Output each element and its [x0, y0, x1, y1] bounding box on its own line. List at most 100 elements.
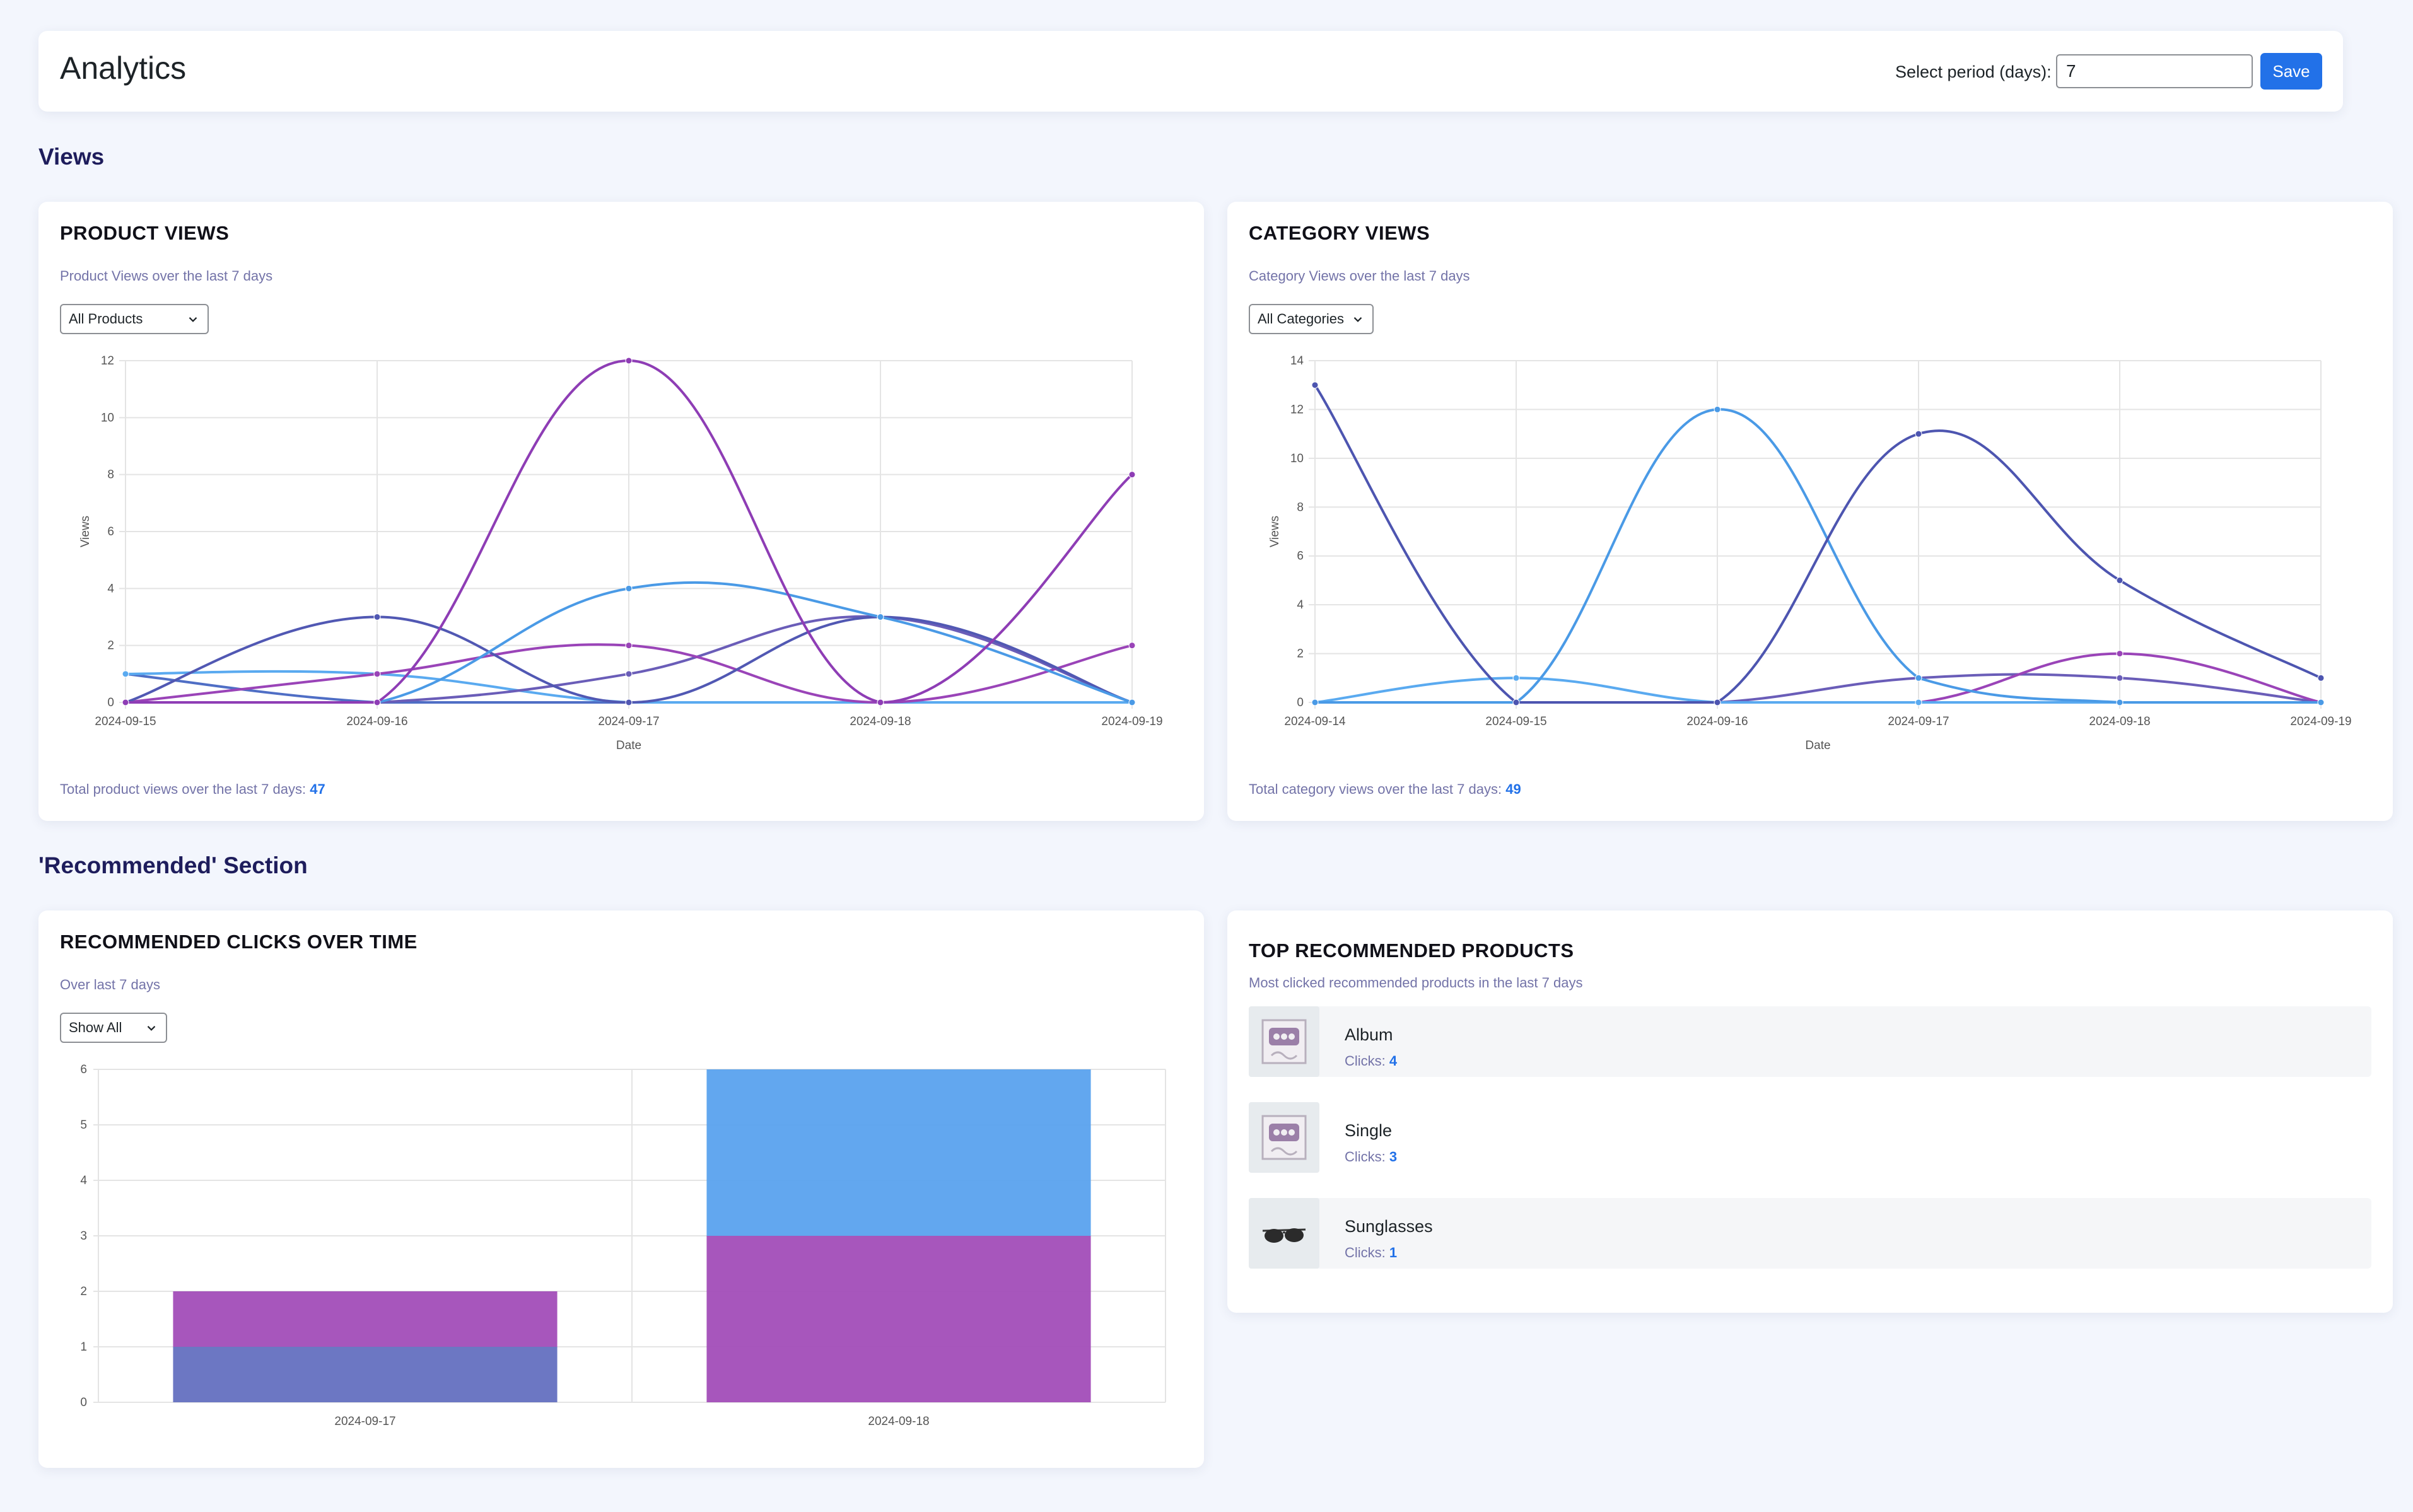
recommended-filter-select[interactable]: Show All: [60, 1013, 167, 1043]
product-thumbnail: [1249, 1198, 1319, 1269]
product-clicks: Clicks: 3: [1345, 1149, 1397, 1165]
views-section-heading: Views: [38, 144, 105, 170]
product-row[interactable]: Sunglasses Clicks: 1: [1249, 1198, 2371, 1269]
y-tick-label: 4: [80, 1174, 87, 1187]
y-tick-label: 6: [1297, 550, 1304, 563]
product-row[interactable]: Single Clicks: 3: [1249, 1102, 2371, 1173]
y-tick-label: 12: [101, 354, 114, 368]
x-tick-label: 2024-09-18: [868, 1415, 929, 1428]
product-views-card: PRODUCT VIEWS Product Views over the las…: [38, 202, 1204, 821]
x-tick-label: 2024-09-19: [2290, 715, 2351, 728]
data-point: [1714, 699, 1721, 706]
clicks-count: 4: [1389, 1053, 1398, 1069]
y-tick-label: 4: [107, 582, 114, 595]
series-line: [1315, 673, 2322, 704]
x-axis-title: Date: [616, 739, 641, 752]
woo-placeholder-icon: [1261, 1115, 1307, 1160]
category-views-subtitle: Category Views over the last 7 days: [1249, 268, 1470, 284]
clicks-count: 1: [1389, 1245, 1398, 1260]
x-tick-label: 2024-09-16: [1686, 715, 1748, 728]
header-card: Analytics Select period (days): Save: [38, 31, 2343, 112]
product-views-total-label: Total product views over the last 7 days…: [60, 781, 307, 797]
period-input[interactable]: [2056, 54, 2253, 88]
data-point: [1512, 674, 1520, 682]
product-name: Sunglasses: [1345, 1217, 1433, 1236]
data-point: [373, 670, 381, 678]
sunglasses-icon: [1262, 1228, 1306, 1243]
category-views-chart: 0 2 4 6 8 10 12 14 2024-09-14 2024-09-15 2024-09-1…: [1268, 354, 2352, 752]
product-views-total: Total product views over the last 7 days…: [60, 781, 325, 798]
data-point: [877, 699, 884, 706]
series-line: [126, 359, 1133, 704]
category-views-title: CATEGORY VIEWS: [1249, 222, 1430, 244]
data-point: [625, 699, 633, 706]
product-views-chart: 0 2 4 6 8 10 12 2024-09-15 2024-09-16 2024-09-17 2…: [79, 354, 1163, 752]
y-tick-label: 8: [1297, 501, 1304, 514]
y-tick-label: 6: [80, 1063, 87, 1076]
data-point: [373, 699, 381, 706]
clicks-label: Clicks:: [1345, 1053, 1386, 1069]
y-axis-title: Views: [1268, 516, 1282, 547]
category-filter-select[interactable]: All Categories: [1249, 304, 1374, 334]
y-tick-label: 2: [1297, 648, 1304, 661]
bar-segment: [173, 1291, 558, 1347]
y-tick-label: 12: [1290, 403, 1304, 416]
data-point: [2317, 699, 2325, 706]
y-tick-label: 5: [80, 1119, 87, 1132]
clicks-count: 3: [1389, 1149, 1398, 1165]
top-products-title: TOP RECOMMENDED PRODUCTS: [1249, 939, 1574, 962]
chevron-down-icon: [1353, 317, 1362, 322]
x-tick-label: 2024-09-14: [1284, 715, 1346, 728]
y-tick-label: 10: [1290, 452, 1304, 465]
y-tick-label: 2: [80, 1285, 87, 1298]
category-views-total-value: 49: [1505, 781, 1521, 797]
data-point: [1915, 430, 1922, 438]
recommended-section-heading: 'Recommended' Section: [38, 852, 308, 878]
recommended-clicks-chart: 0 1 2 3 4 5 6 2024-09-17 2024-09-18: [80, 1063, 1166, 1428]
product-clicks: Clicks: 1: [1345, 1245, 1397, 1261]
category-views-total: Total category views over the last 7 day…: [1249, 781, 1521, 798]
product-filter-select[interactable]: All Products: [60, 304, 209, 334]
save-button[interactable]: Save: [2260, 53, 2322, 90]
x-tick-label: 2024-09-17: [598, 715, 659, 728]
y-tick-label: 0: [107, 696, 114, 709]
y-axis-title: Views: [79, 516, 92, 547]
x-tick-label: 2024-09-18: [850, 715, 911, 728]
product-row[interactable]: Album Clicks: 4: [1249, 1006, 2371, 1077]
bar-segment: [706, 1069, 1091, 1236]
x-tick-label: 2024-09-17: [334, 1415, 395, 1428]
top-products-card: TOP RECOMMENDED PRODUCTS Most clicked re…: [1227, 910, 2393, 1313]
chevron-down-icon: [189, 317, 197, 322]
period-label: Select period (days):: [1895, 62, 2052, 81]
x-tick-label: 2024-09-19: [1101, 715, 1162, 728]
y-tick-label: 6: [107, 525, 114, 538]
x-axis-title: Date: [1805, 739, 1830, 752]
y-tick-label: 14: [1290, 354, 1304, 368]
x-tick-label: 2024-09-15: [1485, 715, 1546, 728]
product-views-title: PRODUCT VIEWS: [60, 222, 230, 244]
y-tick-label: 0: [80, 1396, 87, 1409]
category-views-card: CATEGORY VIEWS Category Views over the l…: [1227, 202, 2393, 821]
category-views-total-label: Total category views over the last 7 day…: [1249, 781, 1502, 797]
recommended-clicks-title: RECOMMENDED CLICKS OVER TIME: [60, 931, 418, 953]
x-tick-label: 2024-09-17: [1888, 715, 1949, 728]
data-point: [1311, 699, 1319, 706]
data-point: [2317, 674, 2325, 682]
x-tick-label: 2024-09-15: [95, 715, 156, 728]
data-point: [1915, 699, 1922, 706]
clicks-label: Clicks:: [1345, 1245, 1386, 1260]
data-point: [122, 699, 129, 706]
x-tick-label: 2024-09-18: [2089, 715, 2150, 728]
series-line: [1314, 384, 2322, 704]
data-point: [1512, 699, 1520, 706]
page-title: Analytics: [60, 50, 187, 86]
x-tick-label: 2024-09-16: [346, 715, 407, 728]
y-tick-label: 8: [107, 468, 114, 482]
data-point: [625, 642, 633, 649]
product-name: Album: [1345, 1025, 1393, 1044]
data-point: [1311, 381, 1319, 389]
bar-segment: [173, 1347, 558, 1402]
data-point: [2116, 576, 2124, 584]
data-point: [625, 357, 633, 364]
data-point: [122, 670, 129, 678]
